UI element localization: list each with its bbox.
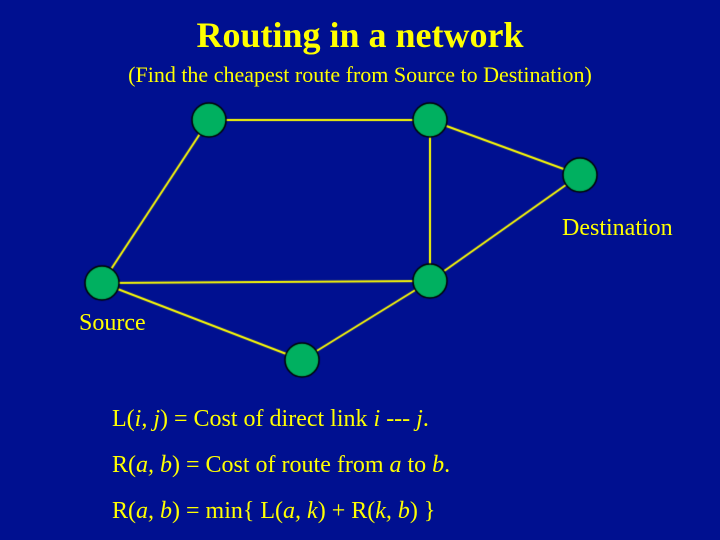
slide-title: Routing in a network bbox=[0, 14, 720, 56]
destination-label: Destination bbox=[562, 215, 673, 242]
slide-subtitle: (Find the cheapest route from Source to … bbox=[0, 62, 720, 88]
formula-line-2: R(a, b) = Cost of route from a to b. bbox=[112, 452, 450, 479]
source-label: Source bbox=[79, 310, 146, 337]
formula-line-3: R(a, b) = min{ L(a, k) + R(k, b) } bbox=[112, 498, 435, 525]
formula-line-1: L(i, j) = Cost of direct link i --- j. bbox=[112, 406, 429, 433]
